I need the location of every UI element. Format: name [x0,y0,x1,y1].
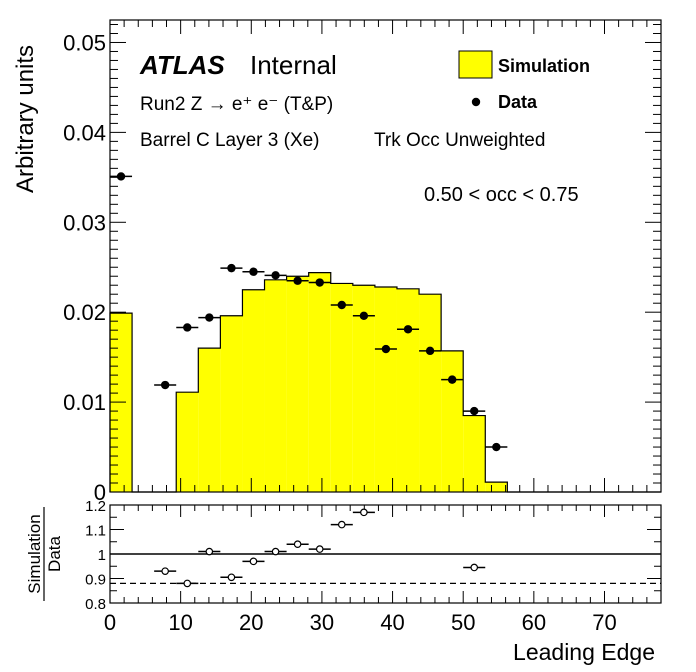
main-histogram-plot: 0 0.01 0.02 0.03 0.04 0.05 Arbitrary units ATLA… [12,19,662,505]
internal-label: Internal [250,50,337,80]
simulation-bin [485,482,508,492]
data-point [381,344,391,354]
ratio-x-tick-label: 10 [168,610,192,635]
detector-label: Barrel C Layer 3 (Xe) [140,130,320,151]
ratio-y-label-numerator: Simulation [25,514,44,593]
ratio-point [293,540,302,549]
legend-simulation-swatch [458,50,493,79]
ratio-y-tick-label: 1 [98,547,106,564]
ratio-x-tick-label: 60 [522,610,546,635]
ratio-y-tick-label: 1.1 [85,523,106,540]
data-point [492,442,501,452]
legend-data-label: Data [498,92,538,112]
data-point [447,375,457,384]
main-y-tick-label: 0.04 [63,120,106,145]
ratio-point [161,567,169,575]
simulation-bin [308,272,331,492]
ratio-point [227,573,236,582]
ratio-point [249,557,258,566]
ratio-y-label-denominator: Data [45,536,64,572]
main-y-tick-label: 0.05 [63,30,106,55]
ratio-x-tick-label: 20 [239,610,263,635]
atlas-label: ATLAS [139,50,225,80]
simulation-bin [220,315,243,492]
main-plot-frame [109,19,662,493]
data-point [116,172,126,181]
ratio-point [470,563,479,572]
data-point [205,313,214,322]
ratio-x-tick-label: 50 [451,610,475,635]
ratio-x-tick-label: 40 [380,610,404,635]
legend-simulation-label: Simulation [498,56,590,76]
ratio-y-axis-label: Simulation Data [25,507,64,601]
ratio-plot: 0 10 20 30 40 50 60 70 0.8 0.9 1 1.1 1.2 Simulation Da… [25,498,662,665]
data-point [227,263,236,273]
data-point [337,300,346,310]
data-point [470,406,479,416]
ratio-x-tick-label: 70 [592,610,616,635]
main-y-tick-label: 0.03 [63,210,106,235]
main-y-tick-label: 0.01 [63,390,106,415]
simulation-bin [374,287,397,492]
data-point [315,278,324,287]
x-axis-label: Leading Edge [513,639,655,665]
simulation-bin [419,294,442,492]
ratio-x-tick-label: 0 [104,610,116,635]
simulation-bin [198,348,221,492]
ratio-y-tick-label: 1.2 [85,498,106,515]
simulation-bin [176,392,199,492]
ratio-point [183,579,192,588]
simulation-outline [109,272,661,493]
occupancy-range-label: 0.50 < occ < 0.75 [424,184,579,206]
ratio-point [205,547,214,556]
legend-data-marker [471,97,481,107]
simulation-bin [242,289,265,492]
ratio-point [337,520,346,529]
simulation-bin [352,285,375,492]
main-y-tick-label: 0.02 [63,300,106,325]
simulation-bin [264,279,287,492]
ratio-point [315,545,324,553]
simulation-bin [396,288,420,492]
ratio-x-tick-label: 30 [310,610,334,635]
data-point [359,311,369,320]
simulation-bin [463,415,486,492]
data-point [293,276,302,285]
data-point [271,271,280,280]
data-point [425,346,435,356]
data-point [403,325,413,334]
simulation-bin [441,350,464,492]
ratio-point [271,547,280,556]
simulation-bin [330,283,353,492]
weighting-label: Trk Occ Unweighted [374,130,545,151]
ratio-point [360,508,368,517]
main-y-axis-label: Arbitrary units [12,45,39,193]
simulation-bin [286,276,309,492]
ratio-y-tick-label: 0.9 [85,572,106,589]
data-point [160,380,170,390]
data-point [249,267,258,276]
ratio-y-tick-label: 0.8 [85,596,106,613]
process-label: Run2 Z → e⁺ e⁻ (T&P) [140,94,333,115]
main-y-tick-label: 0 [94,480,106,505]
data-point [183,323,192,332]
